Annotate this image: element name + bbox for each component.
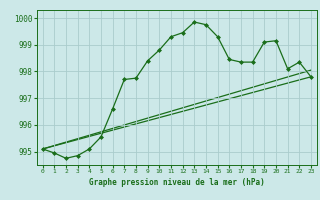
X-axis label: Graphe pression niveau de la mer (hPa): Graphe pression niveau de la mer (hPa) [89, 178, 265, 187]
